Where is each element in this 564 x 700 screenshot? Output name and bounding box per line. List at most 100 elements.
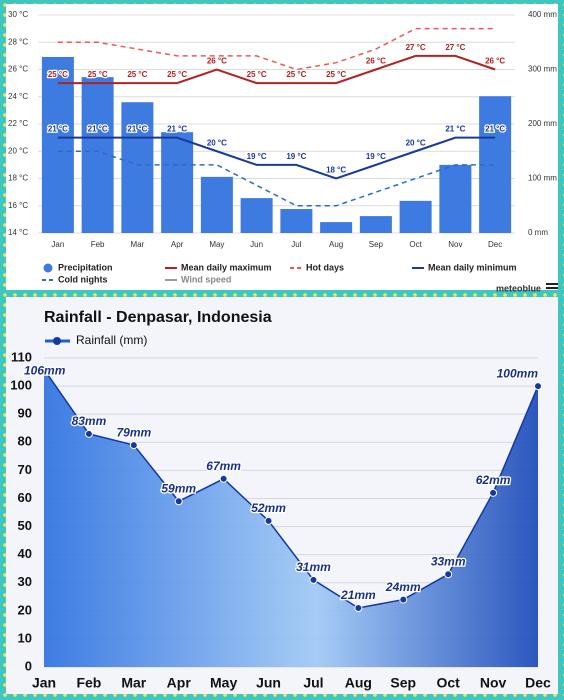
bar	[200, 176, 233, 233]
point	[40, 365, 48, 374]
y-tick-label: 70	[18, 462, 32, 477]
data-label: 27 °C	[445, 43, 465, 52]
point	[444, 570, 453, 579]
data-label: 18 °C	[326, 166, 346, 175]
data-label: 19 °C	[247, 152, 267, 161]
data-label: 25 °C	[286, 70, 306, 79]
x-tick-label: Sep	[369, 240, 384, 249]
data-label: 20 °C	[406, 138, 426, 147]
data-label: 62mm	[476, 473, 511, 487]
bar	[280, 209, 313, 233]
data-label: 83mm	[72, 414, 107, 428]
x-tick-label: Dec	[488, 240, 502, 249]
bar	[161, 132, 194, 233]
data-label: 33mm	[431, 554, 466, 568]
data-label: 19 °C	[366, 152, 386, 161]
point	[309, 575, 318, 584]
data-label: 21 °C	[48, 125, 68, 134]
legend-label: Cold nights	[58, 274, 108, 284]
point	[399, 595, 408, 604]
x-tick-label: Aug	[329, 240, 343, 249]
data-label: 21 °C	[127, 125, 147, 134]
x-tick-label: Oct	[437, 675, 461, 691]
y-tick-label: 16 °C	[8, 201, 28, 210]
bar	[240, 198, 273, 233]
data-label: 27 °C	[406, 43, 426, 52]
point	[174, 497, 183, 506]
data-label: 67mm	[206, 459, 241, 473]
legend-label: Rainfall (mm)	[76, 333, 147, 347]
y-tick-label: 60	[18, 490, 32, 505]
bar	[41, 56, 74, 234]
y-tick-label: 30 °C	[8, 10, 28, 19]
point	[219, 474, 228, 483]
y-tick-label: 50	[18, 518, 32, 533]
x-tick-label: Nov	[480, 675, 507, 691]
legend-swatch	[53, 337, 61, 345]
point	[129, 441, 138, 450]
area	[44, 369, 538, 667]
data-label: 21 °C	[485, 125, 505, 134]
y-tick-label: 30	[18, 574, 32, 589]
bar	[81, 77, 114, 233]
x-tick-label: Sep	[390, 675, 416, 691]
line	[57, 136, 496, 180]
y-tick-label: 28 °C	[8, 37, 28, 46]
chart-title: Rainfall - Denpasar, Indonesia	[44, 309, 272, 326]
x-tick-label: Jun	[250, 240, 263, 249]
y-tick-label: 14 °C	[8, 228, 28, 237]
x-tick-label: Jan	[32, 675, 56, 691]
y-tick-label: 0	[25, 658, 32, 673]
legend-label: Mean daily maximum	[181, 262, 272, 272]
legend-swatch	[43, 263, 53, 273]
line	[57, 27, 496, 71]
line	[57, 150, 496, 207]
data-label: 25 °C	[127, 70, 147, 79]
y-tick-label: 18 °C	[8, 174, 28, 183]
data-label: 25 °C	[48, 70, 68, 79]
x-tick-label: Feb	[76, 675, 101, 691]
y-tick-label: 24 °C	[8, 92, 28, 101]
data-label: 21mm	[340, 588, 376, 602]
y-tick-label: 90	[18, 406, 32, 421]
y-tick-label: 22 °C	[8, 119, 28, 128]
legend-label: Wind speed	[181, 274, 231, 284]
data-label: 100mm	[497, 366, 539, 380]
y-tick-label: 80	[18, 434, 32, 449]
data-label: 20 °C	[207, 138, 227, 147]
legend-label: Hot days	[306, 262, 344, 272]
data-label: 21 °C	[88, 125, 108, 134]
x-tick-label: Jun	[256, 675, 281, 691]
y-tick-label: 100	[10, 378, 32, 393]
bar	[359, 216, 392, 233]
data-label: 25 °C	[326, 70, 346, 79]
legend-label: Precipitation	[58, 262, 113, 272]
x-tick-label: Jul	[291, 240, 301, 249]
bar	[320, 222, 353, 233]
x-tick-label: Dec	[525, 675, 551, 691]
bar	[399, 200, 432, 233]
x-tick-label: Feb	[91, 240, 105, 249]
bar	[439, 164, 472, 233]
y2-tick-label: 300 mm	[528, 65, 557, 74]
y-tick-label: 26 °C	[8, 65, 28, 74]
y-tick-label: 40	[18, 546, 32, 561]
point	[354, 604, 363, 613]
x-tick-label: May	[210, 675, 237, 691]
data-label: 25 °C	[247, 70, 267, 79]
menu-icon	[546, 283, 558, 289]
data-label: 19 °C	[286, 152, 306, 161]
x-tick-label: Mar	[121, 675, 146, 691]
x-tick-label: May	[209, 240, 224, 249]
data-label: 26 °C	[207, 57, 227, 66]
x-tick-label: Jul	[303, 675, 323, 691]
data-label: 31mm	[296, 560, 331, 574]
y2-tick-label: 200 mm	[528, 119, 557, 128]
legend-label: Mean daily minimum	[428, 262, 517, 272]
x-tick-label: Nov	[448, 240, 462, 249]
data-label: 26 °C	[366, 57, 386, 66]
point	[84, 429, 93, 438]
x-tick-label: Mar	[130, 240, 144, 249]
